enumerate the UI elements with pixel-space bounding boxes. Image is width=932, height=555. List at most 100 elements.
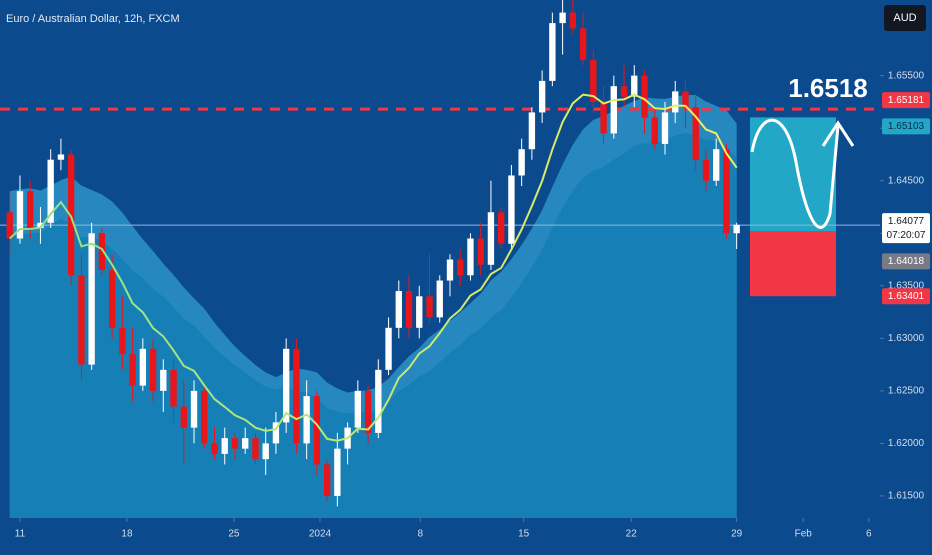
candle-body [37,222,44,229]
candle-body [528,112,536,150]
x-tick-label: 22 [626,529,638,540]
candle-body [272,422,280,444]
x-tick-label: 6 [866,529,872,540]
candle-body [590,59,597,102]
candle-body [262,443,269,460]
candle-body [282,348,290,423]
candle-body [467,238,474,276]
candle-body [538,80,546,113]
price-tag [882,253,930,270]
x-tick-label: 29 [731,529,743,540]
price-tag [882,213,930,244]
candle-body [426,296,433,318]
candle-body [692,107,699,160]
candle-body [723,149,730,234]
price-tag-label: 1.64077 [888,216,925,227]
candle-body [405,291,413,328]
countdown: 07:20:07 [887,230,926,241]
candle-body [16,191,24,239]
candle-body [631,75,638,97]
x-tick-label: 2024 [309,529,332,540]
candle-body [620,86,628,97]
candle-body [579,28,587,60]
candle-body [569,12,577,29]
y-tick-label: 1.64500 [888,175,925,186]
candle-body [242,438,249,449]
price-tag-label: 1.65103 [888,121,925,132]
candle-body [682,91,689,108]
price-tag-label: 1.63401 [888,291,925,302]
candle-body [446,259,454,281]
candle-body [385,327,392,370]
y-tick-label: 1.61500 [888,491,925,502]
candle-body [57,154,65,160]
candle-body [457,259,464,276]
candle-body [498,212,505,244]
candle-body [231,438,239,449]
candle-body [416,296,423,328]
candle-body [733,224,740,234]
candle-body [47,159,54,223]
x-tick-label: 15 [518,529,530,540]
candle-body [98,233,106,271]
candle-body [508,175,515,244]
candle-body [190,390,198,428]
candle-body [610,86,617,134]
candle-body [559,12,566,24]
y-tick-label: 1.62000 [888,438,925,449]
candle-body [170,369,177,407]
candle-body [108,270,116,328]
candle-body [395,291,402,328]
projection-curve [750,118,840,229]
candle-body [661,112,669,144]
x-tick-label: 18 [121,529,133,540]
price-tag [882,92,930,109]
x-tick-label: Feb [795,529,813,540]
candle-body [293,348,300,444]
candle-body [139,348,147,386]
x-tick-label: 25 [228,529,240,540]
ema-line [9,93,738,442]
candle-body [713,149,720,181]
candle-body [313,396,321,465]
candle-body [211,443,218,454]
candle-body [334,448,341,496]
candle-body [354,390,362,428]
y-tick-label: 1.65500 [888,70,925,81]
candle-body [160,369,167,391]
candle-body [67,154,75,276]
candle-body [180,406,187,428]
candle-body [78,275,85,365]
y-tick-label: 1.63500 [888,280,925,291]
candle-body [600,101,607,134]
price-tag [882,118,930,135]
currency-label[interactable]: AUD [893,12,916,24]
candle-body [201,390,208,444]
candle-body [641,75,648,118]
candle-body [6,212,13,239]
target-annotation: 1.6518 [788,73,868,103]
price-tag-label: 1.64018 [888,256,925,267]
target-zone [750,117,836,232]
candle-body [149,348,157,391]
candle-body [518,149,525,176]
currency-button[interactable] [884,5,926,31]
candle-body [364,390,372,433]
x-tick-label: 11 [15,529,26,540]
y-tick-label: 1.63000 [888,333,925,344]
x-tick-label: 8 [418,529,424,540]
candle-body [477,238,484,265]
candle-body [88,233,95,365]
candle-body [651,117,658,144]
candle-body [375,369,382,433]
candle-body [672,91,679,113]
candle-body [129,354,136,386]
y-tick-label: 1.62500 [888,386,925,397]
candle-body [323,464,331,496]
candle-body [221,438,228,454]
price-tag-label: 1.65181 [888,95,925,106]
candle-body [119,327,126,355]
chart-title: Euro / Australian Dollar, 12h, FXCM [6,13,180,25]
